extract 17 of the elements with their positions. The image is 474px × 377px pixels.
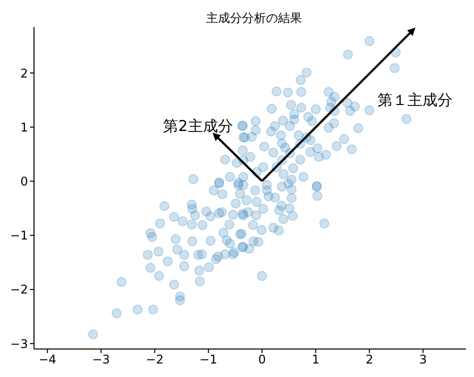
chart-title: 主成分分析の結果 bbox=[205, 10, 303, 27]
x-tick-label: 0 bbox=[258, 352, 266, 367]
y-tick-label: −2 bbox=[10, 282, 28, 297]
x-tick-label: 2 bbox=[366, 352, 374, 367]
x-tick-label: −1 bbox=[200, 352, 218, 367]
y-tick-label: −1 bbox=[10, 228, 28, 243]
x-tick-label: 3 bbox=[419, 352, 427, 367]
x-tick-label: −3 bbox=[92, 352, 110, 367]
y-tick-label: −3 bbox=[10, 336, 28, 351]
x-tick-label: −4 bbox=[38, 352, 56, 367]
y-tick-label: 1 bbox=[20, 120, 28, 134]
x-tick-label: 1 bbox=[312, 352, 320, 367]
x-tick-label: −2 bbox=[146, 352, 164, 367]
annotation: 第2主成分 bbox=[163, 117, 233, 135]
y-tick-label: 2 bbox=[20, 66, 28, 80]
annotation: 第１主成分 bbox=[378, 91, 452, 109]
y-tick-label: 0 bbox=[20, 174, 28, 188]
